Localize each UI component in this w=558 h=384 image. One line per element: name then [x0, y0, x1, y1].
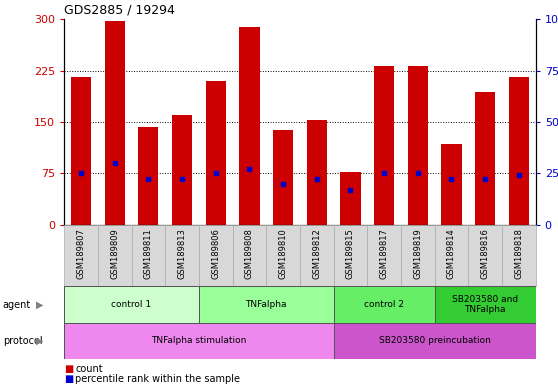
Bar	[408, 66, 428, 225]
Text: GDS2885 / 19294: GDS2885 / 19294	[64, 3, 175, 17]
Text: TNFalpha stimulation: TNFalpha stimulation	[151, 336, 247, 345]
Bar	[502, 225, 536, 286]
Bar	[233, 225, 266, 286]
Text: GSM189812: GSM189812	[312, 228, 321, 279]
Bar	[468, 225, 502, 286]
Bar	[334, 225, 367, 286]
Text: GSM189809: GSM189809	[110, 228, 119, 279]
Bar	[435, 225, 468, 286]
Bar	[273, 130, 293, 225]
Text: count: count	[75, 364, 103, 374]
Text: agent: agent	[3, 300, 31, 310]
Bar	[441, 144, 461, 225]
Bar	[64, 286, 199, 323]
Text: GSM189817: GSM189817	[379, 228, 388, 279]
Text: ■: ■	[64, 374, 74, 384]
Bar	[132, 225, 165, 286]
Bar	[71, 78, 91, 225]
Text: GSM189814: GSM189814	[447, 228, 456, 279]
Bar	[475, 93, 496, 225]
Bar	[340, 172, 360, 225]
Text: ▶: ▶	[36, 336, 44, 346]
Text: GSM189806: GSM189806	[211, 228, 220, 279]
Text: control 1: control 1	[112, 300, 152, 309]
Bar	[205, 81, 226, 225]
Bar	[172, 115, 192, 225]
Bar	[367, 225, 401, 286]
Bar	[435, 286, 536, 323]
Text: GSM189818: GSM189818	[514, 228, 523, 279]
Bar	[401, 225, 435, 286]
Text: SB203580 preincubation: SB203580 preincubation	[379, 336, 490, 345]
Text: ▶: ▶	[36, 300, 44, 310]
Text: GSM189807: GSM189807	[76, 228, 85, 279]
Bar	[374, 66, 394, 225]
Text: GSM189810: GSM189810	[278, 228, 287, 279]
Bar	[239, 27, 259, 225]
Bar	[307, 120, 327, 225]
Bar	[165, 225, 199, 286]
Bar	[199, 286, 334, 323]
Text: protocol: protocol	[3, 336, 42, 346]
Text: GSM189815: GSM189815	[346, 228, 355, 279]
Text: GSM189816: GSM189816	[480, 228, 490, 279]
Bar	[199, 225, 233, 286]
Text: GSM189811: GSM189811	[144, 228, 153, 279]
Bar	[300, 225, 334, 286]
Bar	[64, 323, 334, 359]
Bar	[509, 78, 529, 225]
Text: SB203580 and
TNFalpha: SB203580 and TNFalpha	[452, 295, 518, 314]
Bar	[98, 225, 132, 286]
Text: TNFalpha: TNFalpha	[246, 300, 287, 309]
Bar	[266, 225, 300, 286]
Text: GSM189819: GSM189819	[413, 228, 422, 279]
Text: percentile rank within the sample: percentile rank within the sample	[75, 374, 240, 384]
Bar	[138, 127, 158, 225]
Text: GSM189813: GSM189813	[177, 228, 186, 279]
Bar	[64, 225, 98, 286]
Bar	[334, 323, 536, 359]
Bar	[334, 286, 435, 323]
Text: ■: ■	[64, 364, 74, 374]
Bar	[104, 21, 125, 225]
Text: GSM189808: GSM189808	[245, 228, 254, 279]
Text: control 2: control 2	[364, 300, 404, 309]
